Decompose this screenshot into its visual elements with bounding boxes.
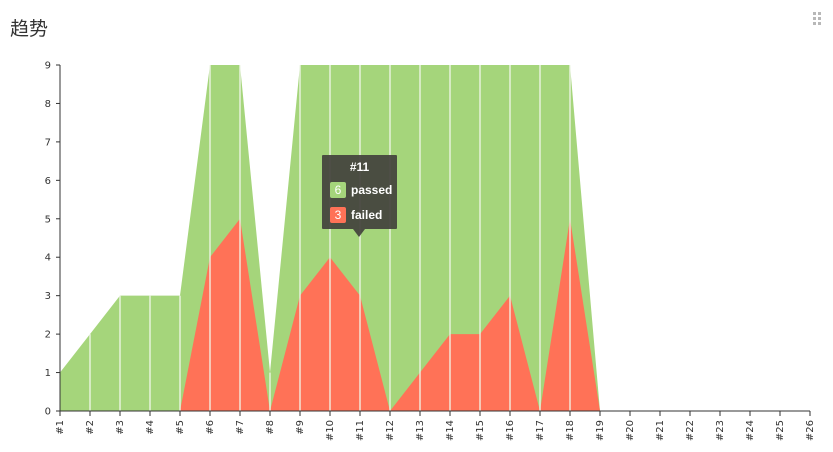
x-tick-label: #3 (115, 420, 126, 435)
x-tick-label: #23 (715, 420, 726, 441)
x-tick-label: #8 (265, 420, 276, 435)
x-tick-label: #7 (235, 420, 246, 435)
x-tick-label: #11 (355, 420, 366, 441)
chart-tooltip: #11 6 passed 3 failed (322, 155, 397, 237)
x-tick-label: #9 (295, 420, 306, 435)
x-tick-label: #21 (655, 420, 666, 441)
tooltip-passed-row: 6 passed (330, 182, 392, 198)
x-tick-label: #1 (55, 420, 66, 435)
x-tick-label: #5 (175, 420, 186, 435)
y-tick-label: 0 (45, 407, 51, 418)
x-tick-label: #2 (85, 420, 96, 435)
y-tick-label: 1 (45, 368, 51, 379)
x-tick-label: #14 (445, 420, 456, 441)
x-tick-label: #22 (685, 420, 696, 441)
x-tick-label: #16 (505, 420, 516, 441)
y-tick-label: 7 (45, 137, 51, 148)
tooltip-failed-count: 3 (330, 207, 346, 223)
x-tick-label: #15 (475, 420, 486, 441)
x-tick-label: #24 (745, 420, 756, 441)
drag-handle-icon[interactable] (813, 12, 821, 25)
y-tick-label: 4 (45, 253, 51, 264)
x-tick-label: #4 (145, 420, 156, 435)
x-tick-label: #13 (415, 420, 426, 441)
x-tick-label: #17 (535, 420, 546, 441)
y-tick-label: 9 (45, 61, 51, 72)
y-tick-label: 5 (45, 214, 51, 225)
y-tick-label: 6 (45, 176, 51, 187)
x-tick-label: #19 (595, 420, 606, 441)
x-tick-label: #25 (775, 420, 786, 441)
tooltip-failed-label: failed (351, 208, 383, 222)
y-tick-label: 2 (45, 330, 51, 341)
y-tick-label: 8 (45, 99, 51, 110)
x-tick-label: #10 (325, 420, 336, 441)
y-tick-label: 3 (45, 291, 51, 302)
tooltip-passed-label: passed (351, 183, 393, 197)
tooltip-title: #11 (349, 160, 370, 174)
tooltip-failed-row: 3 failed (330, 207, 382, 223)
x-tick-label: #20 (625, 420, 636, 441)
x-tick-label: #18 (565, 420, 576, 441)
x-tick-label: #26 (805, 420, 816, 441)
panel-title: 趋势 (10, 18, 49, 40)
x-tick-label: #12 (385, 420, 396, 441)
tooltip-passed-count: 6 (330, 182, 346, 198)
x-tick-label: #6 (205, 420, 216, 435)
